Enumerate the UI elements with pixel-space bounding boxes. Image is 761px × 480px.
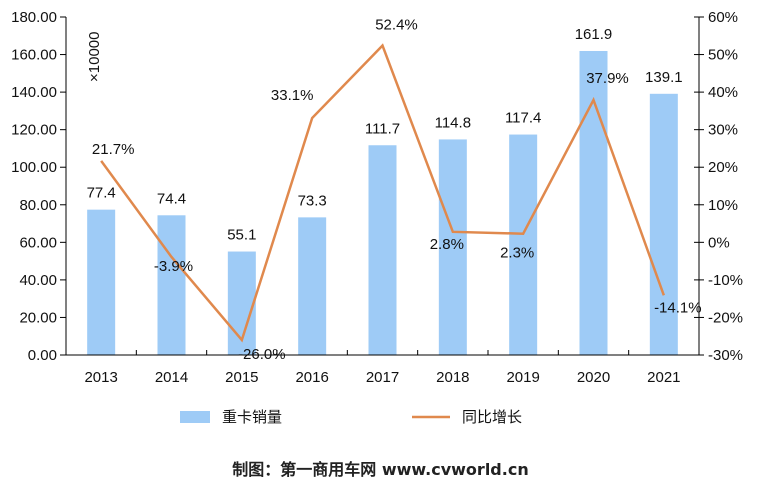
right-tick-label: 60% xyxy=(708,9,738,26)
legend-bar-swatch xyxy=(180,411,210,423)
line-value-label: 37.9% xyxy=(586,70,629,87)
line-value-label: 21.7% xyxy=(92,141,135,158)
bar-value-label: 161.9 xyxy=(575,26,613,43)
line-value-label: 2.3% xyxy=(500,245,534,262)
bar-value-label: 117.4 xyxy=(505,110,541,127)
footer-credit: 制图：第一商用车网 www.cvworld.cn xyxy=(232,460,529,479)
right-tick-label: -10% xyxy=(708,272,743,289)
bar-value-label: 73.3 xyxy=(298,192,327,209)
right-tick-label: 40% xyxy=(708,84,738,101)
right-tick-label: -30% xyxy=(708,347,743,364)
bar-value-label: 114.8 xyxy=(435,114,471,131)
line-value-label: 33.1% xyxy=(271,87,314,104)
x-tick-label: 2014 xyxy=(155,369,188,386)
legend-bar-label: 重卡销量 xyxy=(222,408,282,426)
line-value-label: -26.0% xyxy=(238,346,286,363)
x-tick-label: 2013 xyxy=(84,369,117,386)
right-tick-label: 0% xyxy=(708,234,730,251)
x-tick-label: 2015 xyxy=(225,369,258,386)
right-tick-label: 10% xyxy=(708,197,738,214)
left-tick-label: 80.00 xyxy=(19,197,57,214)
left-tick-label: 40.00 xyxy=(19,272,57,289)
left-tick-label: 60.00 xyxy=(19,234,57,251)
line-value-label: 2.8% xyxy=(430,236,464,253)
bar-2013 xyxy=(87,209,116,355)
right-tick-label: 30% xyxy=(708,122,738,139)
bar-value-label: 77.4 xyxy=(87,185,116,202)
bar-value-label: 74.4 xyxy=(157,190,186,207)
x-tick-label: 2018 xyxy=(436,369,469,386)
left-tick-label: 0.00 xyxy=(28,347,57,364)
left-tick-label: 120.00 xyxy=(11,122,57,139)
left-tick-label: 140.00 xyxy=(11,84,57,101)
bar-2019 xyxy=(509,134,538,355)
bar-2021 xyxy=(649,93,678,355)
bar-value-label: 139.1 xyxy=(645,69,683,86)
bar-value-label: 111.7 xyxy=(365,120,400,137)
left-tick-label: 100.00 xyxy=(11,159,57,176)
bar-2018 xyxy=(438,139,467,355)
legend-line-label: 同比增长 xyxy=(462,408,522,426)
x-tick-label: 2021 xyxy=(647,369,680,386)
growth-line xyxy=(100,43,666,343)
line-value-label: 52.4% xyxy=(375,17,418,34)
x-tick-label: 2016 xyxy=(295,369,328,386)
left-tick-label: 20.00 xyxy=(19,309,57,326)
unit-label: ×10000 xyxy=(86,32,103,82)
bar-value-label: 55.1 xyxy=(227,227,256,244)
right-tick-label: 50% xyxy=(708,47,738,64)
bar-2016 xyxy=(298,217,327,355)
line-value-label: -14.1% xyxy=(654,299,702,316)
right-tick-label: -20% xyxy=(708,309,743,326)
x-tick-label: 2019 xyxy=(506,369,539,386)
left-tick-label: 180.00 xyxy=(11,9,57,26)
left-tick-label: 160.00 xyxy=(11,47,57,64)
line-value-label: -3.9% xyxy=(154,258,193,275)
x-tick-label: 2017 xyxy=(366,369,399,386)
bar-2014 xyxy=(157,215,186,355)
bar-2017 xyxy=(368,145,397,355)
x-tick-label: 2020 xyxy=(577,369,610,386)
right-tick-label: 20% xyxy=(708,159,738,176)
bar-2020 xyxy=(579,50,608,355)
